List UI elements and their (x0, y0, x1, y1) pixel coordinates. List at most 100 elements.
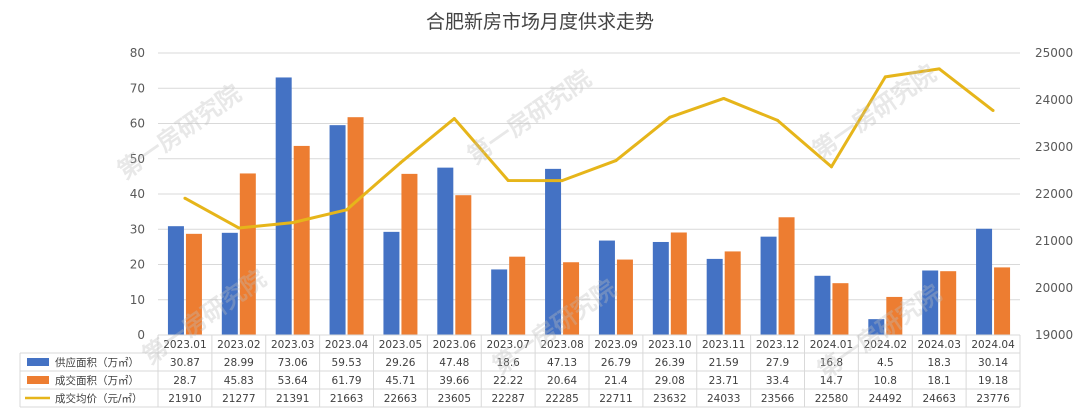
category-label: 2023.10 (648, 339, 691, 351)
price-point (668, 115, 672, 119)
bar-supply (491, 269, 508, 335)
category-label: 2024.01 (810, 339, 853, 351)
category-label: 2023.05 (379, 339, 422, 351)
price-point (776, 118, 780, 122)
table-cell: 22663 (384, 393, 417, 405)
bar-supply (922, 270, 939, 335)
price-point (183, 196, 187, 200)
price-point (452, 117, 456, 121)
table-cell: 26.39 (655, 357, 685, 369)
price-point (991, 109, 995, 113)
category-label: 2023.11 (702, 339, 745, 351)
bar-sales (563, 262, 580, 335)
table-cell: 23.71 (709, 375, 739, 387)
price-line (183, 67, 995, 230)
table-cell: 30.87 (170, 357, 200, 369)
table-cell: 47.48 (439, 357, 469, 369)
right-tick-label: 22000 (1035, 187, 1073, 201)
chart-title: 合肥新房市场月度供求走势 (426, 11, 654, 33)
table-cell: 24033 (707, 393, 740, 405)
table-cell: 23632 (653, 393, 686, 405)
category-label: 2023.04 (325, 339, 369, 351)
bar-sales (239, 173, 256, 335)
left-tick-label: 10 (130, 293, 145, 307)
table-cell: 20.64 (547, 375, 577, 387)
table-cell: 23566 (761, 393, 795, 405)
table-cell: 45.83 (224, 375, 254, 387)
table-cell: 22580 (815, 393, 848, 405)
bar-sales (293, 145, 310, 335)
table-cell: 18.6 (496, 357, 520, 369)
table-cell: 23776 (976, 393, 1010, 405)
right-axis: 19000 20000 21000 22000 23000 24000 25000 (1035, 46, 1073, 342)
table-cell: 59.53 (332, 357, 362, 369)
table-cell: 30.14 (978, 357, 1008, 369)
legend-swatch (27, 376, 49, 384)
bar-sales (940, 271, 957, 335)
bar-sales (455, 195, 472, 335)
table-cell: 29.26 (385, 357, 415, 369)
table-cell: 18.3 (927, 357, 950, 369)
table-cell: 29.08 (655, 375, 685, 387)
legend-swatch (27, 358, 49, 366)
right-tick-label: 19000 (1035, 328, 1073, 342)
category-label: 2023.09 (594, 339, 637, 351)
table-cell: 21910 (168, 393, 201, 405)
table-cell: 21391 (276, 393, 309, 405)
bar-sales (832, 283, 849, 335)
legend-label: 成交面积（万㎡） (55, 374, 139, 387)
bar-supply (167, 226, 184, 335)
price-point (829, 165, 833, 169)
price-point (883, 75, 887, 79)
left-axis: 0 10 20 30 40 50 60 70 80 (130, 46, 145, 342)
bar-supply (275, 77, 292, 335)
table-cell: 22.22 (493, 375, 523, 387)
table-cell: 24492 (869, 393, 902, 405)
price-point (937, 67, 941, 71)
bar-sales (670, 232, 687, 335)
right-tick-label: 20000 (1035, 281, 1073, 295)
bar-sales (778, 217, 795, 335)
table-cell: 33.4 (766, 375, 790, 387)
price-point (345, 208, 349, 212)
table-cell: 39.66 (439, 375, 469, 387)
left-tick-label: 50 (130, 152, 145, 166)
bar-supply (652, 241, 669, 335)
price-point (398, 161, 402, 165)
category-label: 2024.03 (917, 339, 960, 351)
watermark-text: 第一房研究院 (462, 64, 596, 170)
category-label: 2023.01 (163, 339, 206, 351)
table-cell: 18.1 (927, 375, 950, 387)
bar-sales (509, 256, 526, 335)
table-cell: 14.7 (820, 375, 843, 387)
price-point (506, 179, 510, 183)
category-label: 2023.08 (540, 339, 583, 351)
right-tick-label: 23000 (1035, 140, 1073, 154)
table-cell: 10.8 (874, 375, 897, 387)
price-point (722, 96, 726, 100)
bar-sales (724, 251, 741, 335)
watermark-text: 第一房研究院 (807, 59, 941, 165)
left-tick-label: 20 (130, 258, 145, 272)
category-label: 2023.07 (486, 339, 529, 351)
legend-label: 成交均价（元/㎡） (55, 392, 143, 405)
table-cell: 21.4 (604, 375, 628, 387)
table-cell: 53.64 (278, 375, 308, 387)
bar-sales (185, 233, 202, 335)
table-cell: 27.9 (766, 357, 789, 369)
bar-supply (437, 167, 454, 335)
price-point (614, 159, 618, 163)
bar-sales (994, 267, 1011, 335)
table-cell: 45.71 (385, 375, 415, 387)
table-cell: 21.59 (709, 357, 739, 369)
table-cell: 21277 (222, 393, 255, 405)
bar-sales (347, 117, 364, 335)
category-label: 2023.12 (756, 339, 799, 351)
table-cell: 16.8 (820, 357, 843, 369)
price-point (291, 221, 295, 225)
left-tick-label: 60 (130, 117, 145, 131)
table-cell: 26.79 (601, 357, 631, 369)
bar-supply (221, 232, 238, 335)
